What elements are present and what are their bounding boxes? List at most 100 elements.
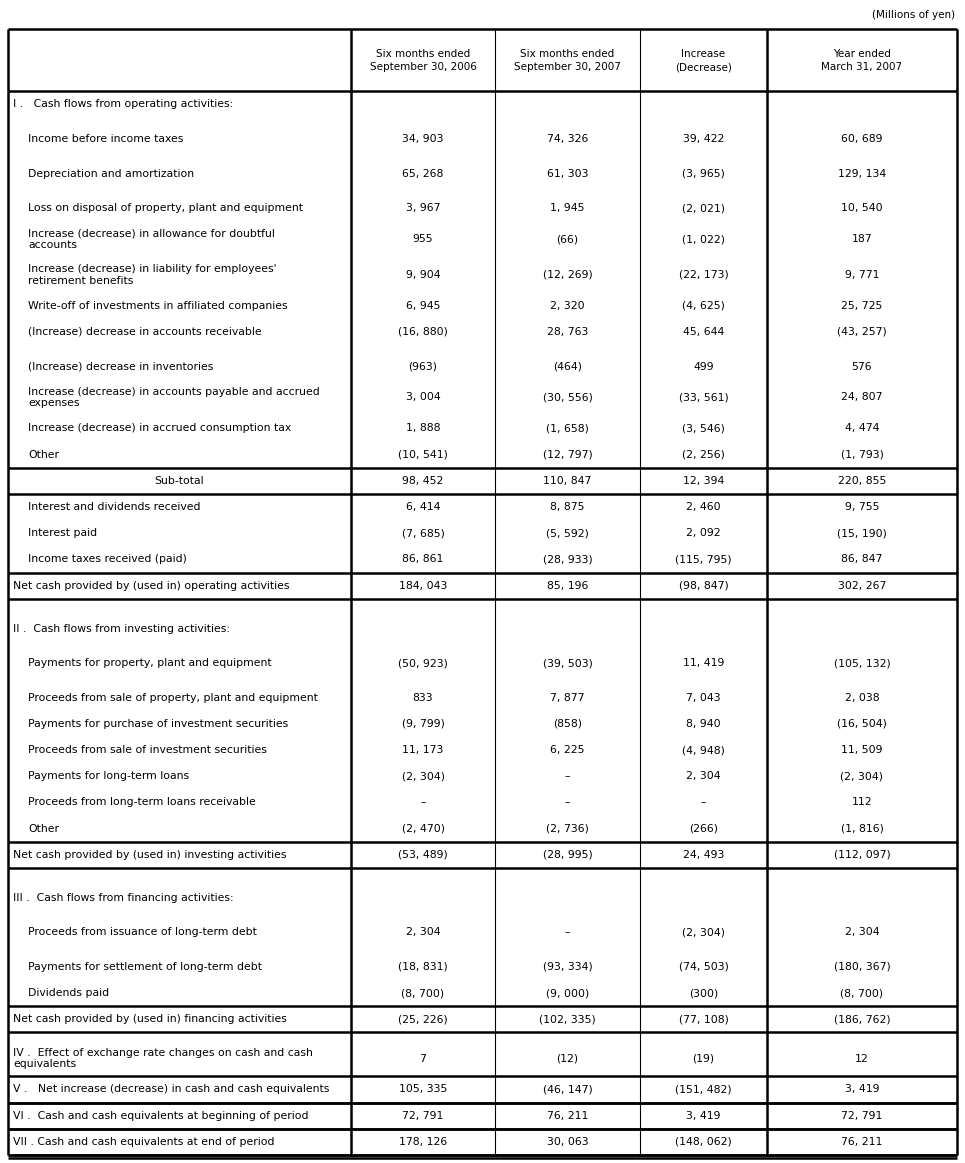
Text: 76, 211: 76, 211 xyxy=(841,1137,883,1147)
Text: 8, 875: 8, 875 xyxy=(550,502,585,512)
Text: 2, 038: 2, 038 xyxy=(844,693,879,702)
Text: (186, 762): (186, 762) xyxy=(834,1014,891,1025)
Text: (7, 685): (7, 685) xyxy=(401,528,445,538)
Text: 11, 419: 11, 419 xyxy=(683,658,724,668)
Text: 65, 268: 65, 268 xyxy=(402,169,444,179)
Text: (16, 880): (16, 880) xyxy=(398,327,448,337)
Text: (46, 147): (46, 147) xyxy=(542,1084,593,1094)
Text: (963): (963) xyxy=(408,362,437,371)
Text: II .  Cash flows from investing activities:: II . Cash flows from investing activitie… xyxy=(13,623,230,634)
Text: (180, 367): (180, 367) xyxy=(834,962,891,972)
Text: 2, 304: 2, 304 xyxy=(686,771,721,782)
Text: Depreciation and amortization: Depreciation and amortization xyxy=(28,169,194,179)
Text: 45, 644: 45, 644 xyxy=(683,327,724,337)
Text: –: – xyxy=(565,771,570,782)
Text: Income before income taxes: Income before income taxes xyxy=(28,134,183,144)
Text: (50, 923): (50, 923) xyxy=(398,658,448,668)
Text: Income taxes received (paid): Income taxes received (paid) xyxy=(28,555,187,564)
Text: 61, 303: 61, 303 xyxy=(547,169,589,179)
Text: Other: Other xyxy=(28,823,59,834)
Text: 2, 304: 2, 304 xyxy=(405,927,440,937)
Text: 187: 187 xyxy=(852,234,872,244)
Text: (2, 304): (2, 304) xyxy=(401,771,445,782)
Text: 2, 304: 2, 304 xyxy=(844,927,879,937)
Text: Sub-total: Sub-total xyxy=(154,476,205,486)
Text: 7, 043: 7, 043 xyxy=(686,693,721,702)
Text: 220, 855: 220, 855 xyxy=(838,476,886,486)
Text: 7, 877: 7, 877 xyxy=(550,693,585,702)
Text: 3, 419: 3, 419 xyxy=(686,1111,721,1121)
Text: 955: 955 xyxy=(413,234,433,244)
Text: Increase (decrease) in accounts payable and accrued
expenses: Increase (decrease) in accounts payable … xyxy=(28,386,319,408)
Text: (5, 592): (5, 592) xyxy=(546,528,589,538)
Text: 9, 755: 9, 755 xyxy=(844,502,879,512)
Text: Increase
(Decrease): Increase (Decrease) xyxy=(676,49,731,72)
Text: Six months ended
September 30, 2007: Six months ended September 30, 2007 xyxy=(514,49,620,72)
Text: 86, 847: 86, 847 xyxy=(841,555,883,564)
Text: 24, 493: 24, 493 xyxy=(683,850,724,859)
Text: (858): (858) xyxy=(553,719,582,729)
Text: (33, 561): (33, 561) xyxy=(678,392,729,402)
Text: Net cash provided by (used in) financing activities: Net cash provided by (used in) financing… xyxy=(13,1014,287,1025)
Text: 3, 419: 3, 419 xyxy=(844,1084,879,1094)
Text: –: – xyxy=(565,798,570,807)
Text: Net cash provided by (used in) operating activities: Net cash provided by (used in) operating… xyxy=(13,580,290,591)
Text: (2, 304): (2, 304) xyxy=(841,771,884,782)
Text: 39, 422: 39, 422 xyxy=(683,134,724,144)
Text: III .  Cash flows from financing activities:: III . Cash flows from financing activiti… xyxy=(13,893,234,902)
Text: 576: 576 xyxy=(852,362,872,371)
Text: (151, 482): (151, 482) xyxy=(676,1084,731,1094)
Text: 60, 689: 60, 689 xyxy=(841,134,883,144)
Text: (2, 021): (2, 021) xyxy=(682,204,725,213)
Text: 112: 112 xyxy=(852,798,872,807)
Text: (12): (12) xyxy=(557,1054,579,1063)
Text: 6, 945: 6, 945 xyxy=(405,301,440,311)
Text: 76, 211: 76, 211 xyxy=(547,1111,589,1121)
Text: 178, 126: 178, 126 xyxy=(399,1137,447,1147)
Text: 105, 335: 105, 335 xyxy=(399,1084,447,1094)
Text: Net cash provided by (used in) investing activities: Net cash provided by (used in) investing… xyxy=(13,850,287,859)
Text: (8, 700): (8, 700) xyxy=(841,989,884,998)
Text: 12, 394: 12, 394 xyxy=(683,476,724,486)
Text: 3, 004: 3, 004 xyxy=(405,392,440,402)
Text: 2, 320: 2, 320 xyxy=(550,301,585,311)
Text: 30, 063: 30, 063 xyxy=(547,1137,589,1147)
Text: Six months ended
September 30, 2006: Six months ended September 30, 2006 xyxy=(370,49,477,72)
Text: Dividends paid: Dividends paid xyxy=(28,989,109,998)
Text: 25, 725: 25, 725 xyxy=(841,301,883,311)
Text: (43, 257): (43, 257) xyxy=(837,327,887,337)
Text: Payments for property, plant and equipment: Payments for property, plant and equipme… xyxy=(28,658,271,668)
Text: 72, 791: 72, 791 xyxy=(841,1111,883,1121)
Text: Proceeds from issuance of long-term debt: Proceeds from issuance of long-term debt xyxy=(28,927,257,937)
Text: Other: Other xyxy=(28,450,59,459)
Text: 7: 7 xyxy=(420,1054,427,1063)
Text: 11, 173: 11, 173 xyxy=(402,745,444,755)
Text: 28, 763: 28, 763 xyxy=(547,327,589,337)
Text: (105, 132): (105, 132) xyxy=(834,658,891,668)
Text: (18, 831): (18, 831) xyxy=(399,962,448,972)
Text: (112, 097): (112, 097) xyxy=(834,850,891,859)
Text: (22, 173): (22, 173) xyxy=(678,270,729,280)
Text: (4, 625): (4, 625) xyxy=(682,301,725,311)
Text: (148, 062): (148, 062) xyxy=(676,1137,731,1147)
Text: –: – xyxy=(565,927,570,937)
Text: Proceeds from long-term loans receivable: Proceeds from long-term loans receivable xyxy=(28,798,256,807)
Text: (300): (300) xyxy=(689,989,718,998)
Text: 2, 092: 2, 092 xyxy=(686,528,721,538)
Text: 499: 499 xyxy=(693,362,714,371)
Text: 85, 196: 85, 196 xyxy=(547,580,589,591)
Text: (2, 256): (2, 256) xyxy=(682,450,725,459)
Text: (93, 334): (93, 334) xyxy=(542,962,593,972)
Text: 98, 452: 98, 452 xyxy=(402,476,444,486)
Text: 24, 807: 24, 807 xyxy=(841,392,883,402)
Text: Increase (decrease) in allowance for doubtful
accounts: Increase (decrease) in allowance for dou… xyxy=(28,228,275,250)
Text: 3, 967: 3, 967 xyxy=(405,204,440,213)
Text: (12, 269): (12, 269) xyxy=(542,270,593,280)
Text: Payments for purchase of investment securities: Payments for purchase of investment secu… xyxy=(28,719,289,729)
Text: (2, 304): (2, 304) xyxy=(682,927,725,937)
Text: 12: 12 xyxy=(855,1054,868,1063)
Text: (Increase) decrease in accounts receivable: (Increase) decrease in accounts receivab… xyxy=(28,327,262,337)
Text: Interest and dividends received: Interest and dividends received xyxy=(28,502,201,512)
Text: (1, 658): (1, 658) xyxy=(546,423,589,434)
Text: 1, 888: 1, 888 xyxy=(405,423,440,434)
